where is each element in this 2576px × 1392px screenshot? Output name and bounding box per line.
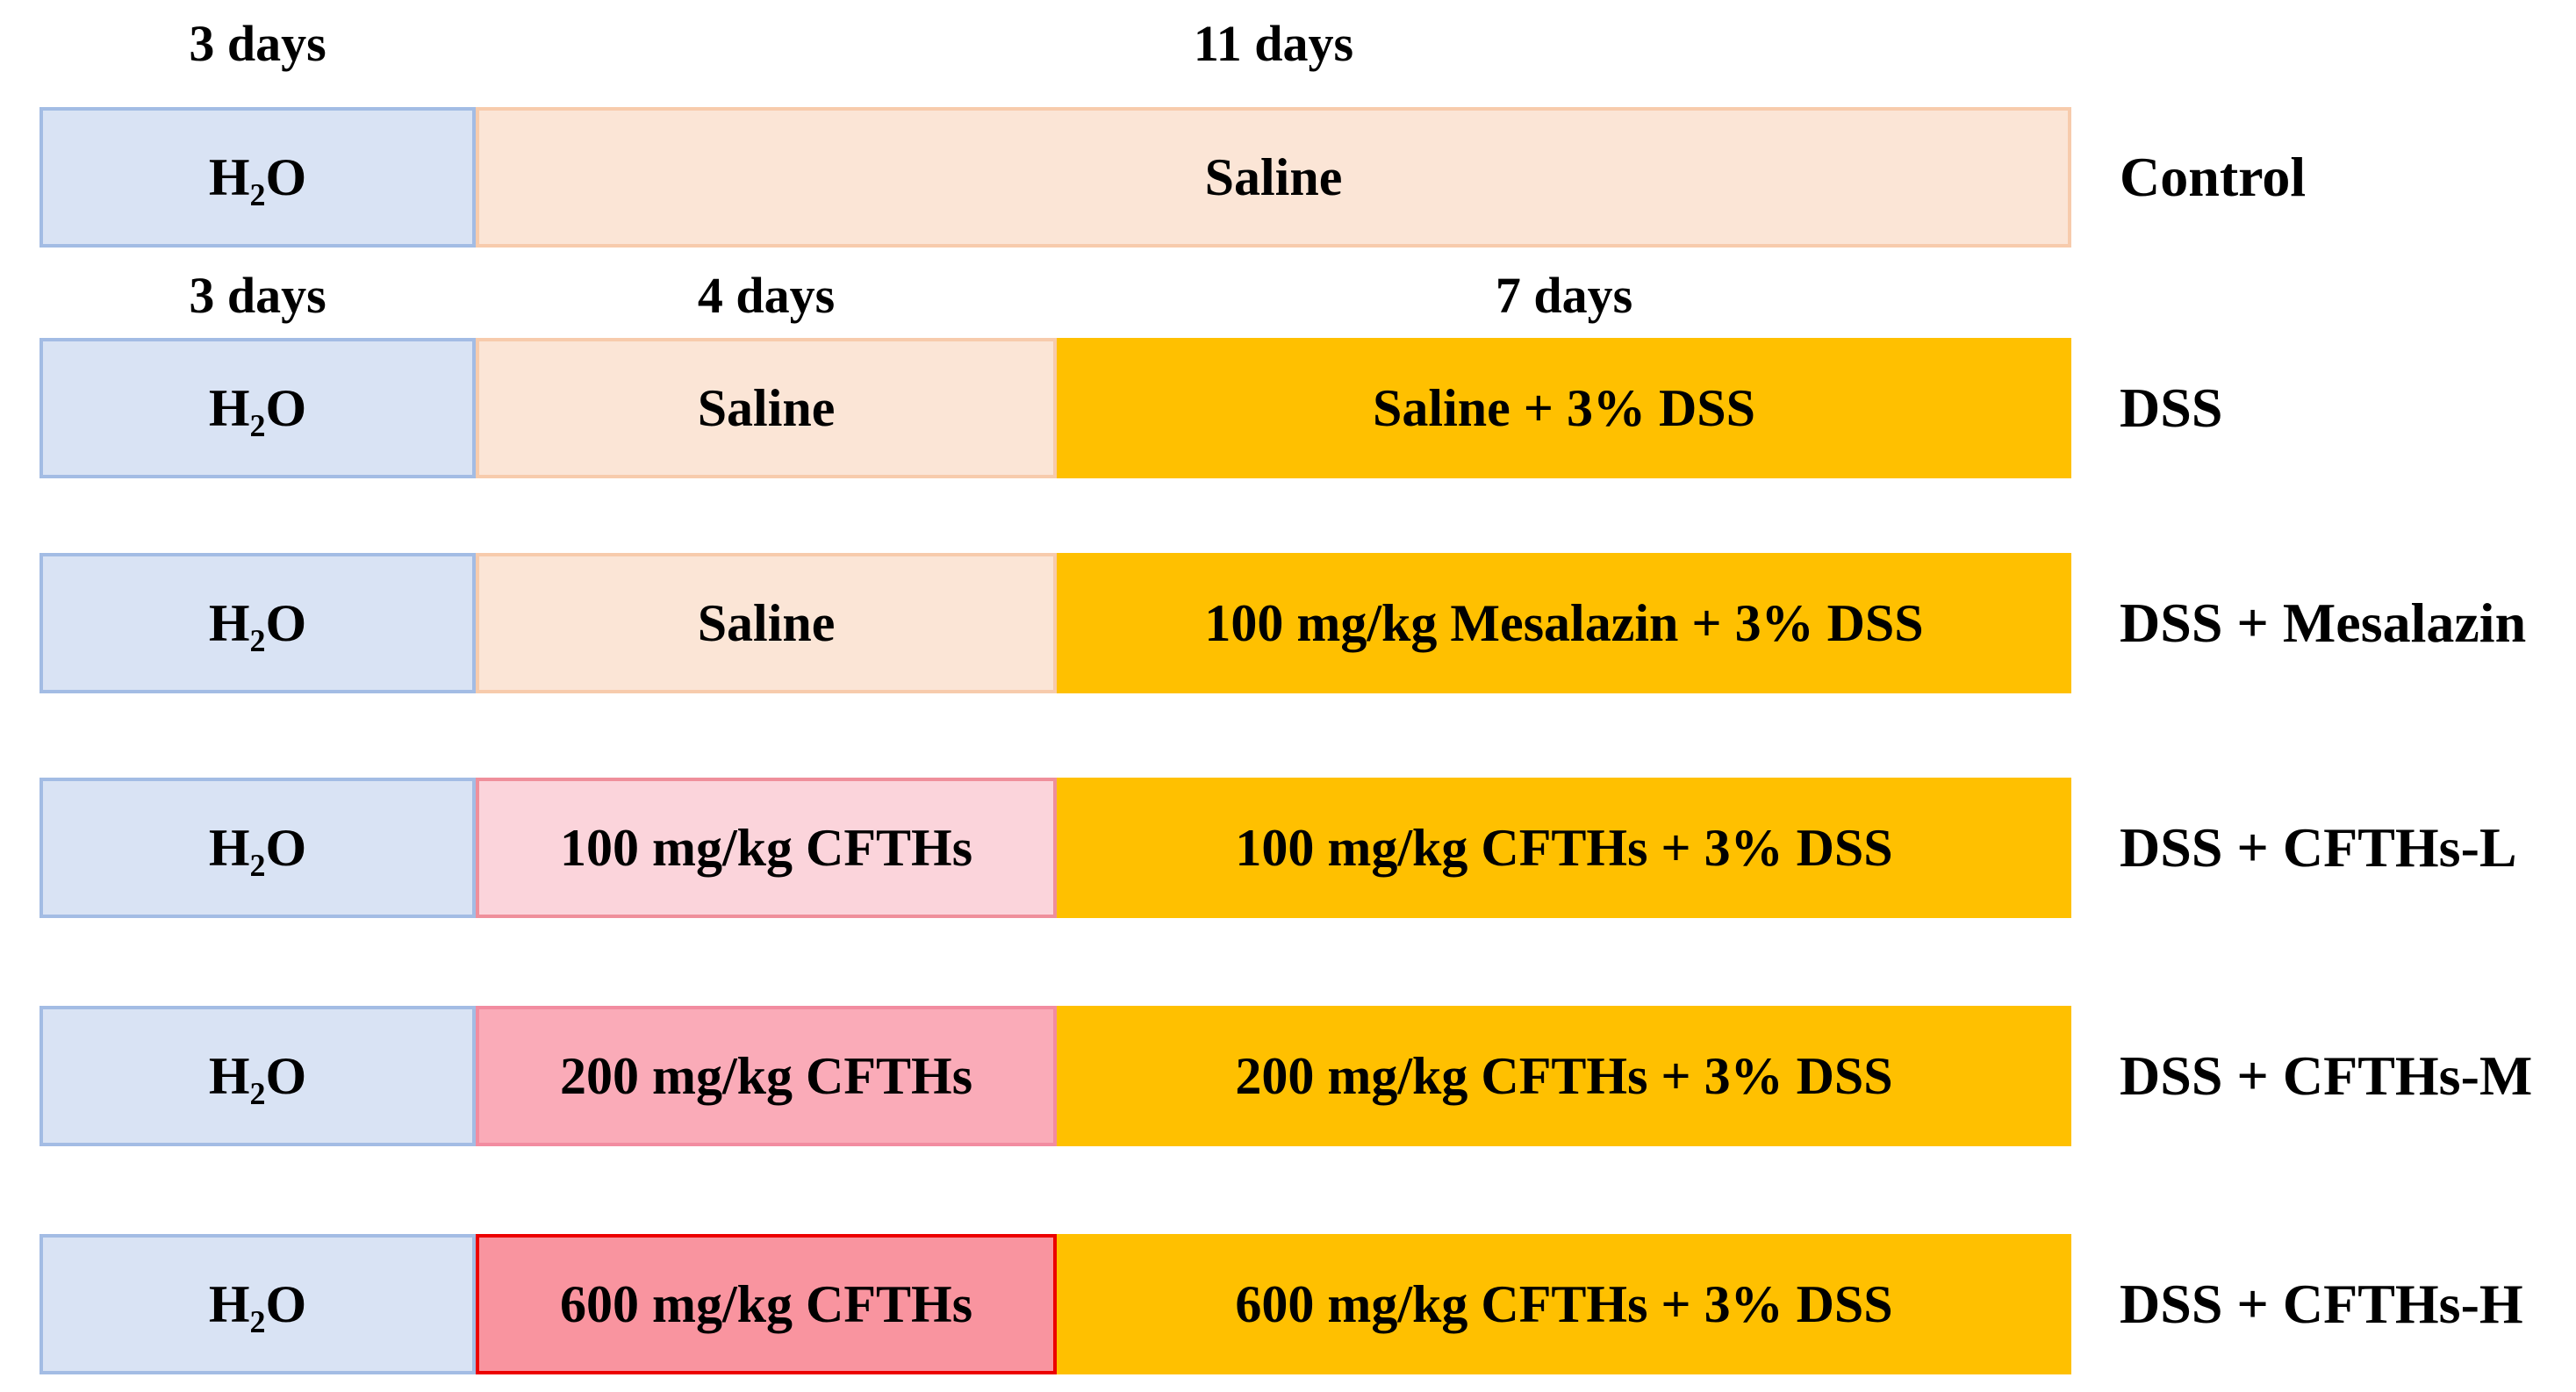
dss-cfths-h-timeline: H₂O 600 mg/kg CFTHs 600 mg/kg CFTHs + 3%…: [39, 1234, 2071, 1374]
group-label-dss-mesalazin: DSS + Mesalazin: [2120, 592, 2527, 654]
h2o-segment-label: H₂O: [208, 1275, 307, 1333]
h2o-segment: H₂O: [39, 1006, 477, 1146]
group-label-dss-cfths-m: DSS + CFTHs-M: [2120, 1044, 2533, 1107]
cfths-100-segment: 100 mg/kg CFTHs: [476, 778, 1058, 918]
group-label-dss: DSS: [2120, 377, 2223, 439]
h2o-segment: H₂O: [39, 107, 477, 248]
h2o-segment-label: H₂O: [208, 1047, 307, 1105]
saline-segment-label: Saline: [697, 594, 836, 652]
h2o-segment-label: H₂O: [208, 819, 307, 877]
dss-timeline: H₂O Saline Saline + 3% DSS: [39, 338, 2071, 478]
cfths-200-segment: 200 mg/kg CFTHs: [476, 1006, 1058, 1146]
dss-mesalazin-timeline: H₂O Saline 100 mg/kg Mesalazin + 3% DSS: [39, 553, 2071, 693]
h2o-segment: H₂O: [39, 338, 477, 478]
saline-dss-segment-label: Saline + 3% DSS: [1373, 379, 1756, 437]
dss-cfths-m-timeline: H₂O 200 mg/kg CFTHs 200 mg/kg CFTHs + 3%…: [39, 1006, 2071, 1146]
saline-segment: Saline: [476, 553, 1058, 693]
h2o-segment-label: H₂O: [208, 379, 307, 437]
dss-cfths-l-row: H₂O 100 mg/kg CFTHs 100 mg/kg CFTHs + 3%…: [39, 778, 2576, 918]
control-row: H₂O Saline Control: [39, 107, 2576, 248]
duration-label-3days: 3 days: [39, 4, 476, 83]
duration-label-3days: 3 days: [39, 256, 476, 335]
duration-text: 11 days: [1193, 15, 1354, 72]
h2o-segment-label: H₂O: [208, 594, 307, 652]
cfths-200-dss-segment-label: 200 mg/kg CFTHs + 3% DSS: [1235, 1047, 1893, 1105]
saline-segment-label: Saline: [1204, 148, 1343, 206]
control-timeline: H₂O Saline: [39, 107, 2071, 248]
saline-segment: Saline: [476, 107, 2071, 248]
cfths-100-segment-label: 100 mg/kg CFTHs: [560, 819, 973, 877]
cfths-200-segment-label: 200 mg/kg CFTHs: [560, 1047, 973, 1105]
duration-text: 4 days: [697, 267, 836, 324]
cfths-600-dss-segment: 600 mg/kg CFTHs + 3% DSS: [1057, 1234, 2071, 1374]
group-label-dss-cfths-l: DSS + CFTHs-L: [2120, 816, 2517, 879]
cfths-100-dss-segment: 100 mg/kg CFTHs + 3% DSS: [1057, 778, 2071, 918]
cfths-600-dss-segment-label: 600 mg/kg CFTHs + 3% DSS: [1235, 1275, 1893, 1333]
duration-label-4days: 4 days: [476, 256, 1057, 335]
group-label-control: Control: [2120, 146, 2307, 208]
mesalazin-dss-segment: 100 mg/kg Mesalazin + 3% DSS: [1057, 553, 2071, 693]
dss-row: H₂O Saline Saline + 3% DSS DSS: [39, 338, 2576, 478]
control-duration-row: 3 days 11 days: [39, 4, 2071, 83]
duration-label-7days: 7 days: [1057, 256, 2071, 335]
dss-cfths-h-row: H₂O 600 mg/kg CFTHs 600 mg/kg CFTHs + 3%…: [39, 1234, 2576, 1374]
duration-text: 3 days: [189, 267, 326, 324]
saline-dss-segment: Saline + 3% DSS: [1057, 338, 2071, 478]
group-label-dss-cfths-h: DSS + CFTHs-H: [2120, 1273, 2523, 1335]
dss-cfths-l-timeline: H₂O 100 mg/kg CFTHs 100 mg/kg CFTHs + 3%…: [39, 778, 2071, 918]
h2o-segment: H₂O: [39, 1234, 477, 1374]
cfths-600-segment-label: 600 mg/kg CFTHs: [560, 1275, 973, 1333]
h2o-segment: H₂O: [39, 553, 477, 693]
duration-text: 3 days: [189, 15, 326, 72]
mesalazin-dss-segment-label: 100 mg/kg Mesalazin + 3% DSS: [1204, 594, 1924, 652]
cfths-200-dss-segment: 200 mg/kg CFTHs + 3% DSS: [1057, 1006, 2071, 1146]
h2o-segment: H₂O: [39, 778, 477, 918]
dss-duration-row: 3 days 4 days 7 days: [39, 256, 2071, 335]
saline-segment: Saline: [476, 338, 1058, 478]
h2o-segment-label: H₂O: [208, 148, 307, 206]
dss-cfths-m-row: H₂O 200 mg/kg CFTHs 200 mg/kg CFTHs + 3%…: [39, 1006, 2576, 1146]
duration-label-11days: 11 days: [476, 4, 2071, 83]
cfths-600-segment: 600 mg/kg CFTHs: [476, 1234, 1058, 1374]
dss-mesalazin-row: H₂O Saline 100 mg/kg Mesalazin + 3% DSS …: [39, 553, 2576, 693]
cfths-100-dss-segment-label: 100 mg/kg CFTHs + 3% DSS: [1235, 819, 1893, 877]
duration-text: 7 days: [1495, 267, 1633, 324]
saline-segment-label: Saline: [697, 379, 836, 437]
